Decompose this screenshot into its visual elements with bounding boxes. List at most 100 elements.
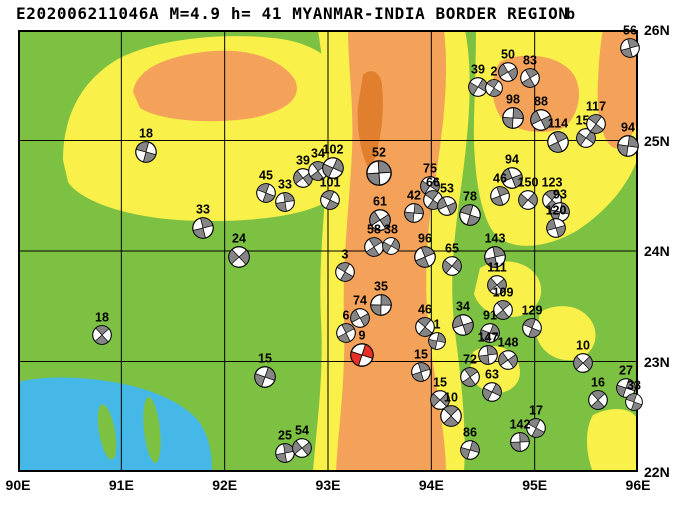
event-depth-label: 35 [374,279,388,294]
focal-mechanism-beachball [437,196,457,221]
focal-mechanism-beachball [526,418,546,443]
focal-mechanism-beachball [478,345,498,370]
focal-mechanism-beachball [452,314,474,341]
focal-mechanism-beachball [293,168,313,193]
event-depth-label: 46 [493,171,507,186]
focal-mechanism-beachball [576,128,596,153]
focal-mechanism-beachball [546,218,566,243]
event-depth-label: 98 [506,92,520,107]
event-depth-label: 61 [373,194,387,209]
event-depth-label: 143 [484,231,506,246]
event-depth-label: 123 [541,175,563,190]
focal-mechanism-beachball [502,107,524,134]
lat-tick-label: 24N [644,243,670,259]
event-depth-label: 46 [418,302,432,317]
event-depth-label: 63 [485,367,499,382]
focal-mechanism-beachball [415,317,435,342]
map-border [18,30,638,472]
focal-mechanism-beachball [530,109,552,136]
lat-tick-label: 22N [644,464,670,480]
focal-mechanism-beachball [135,141,157,168]
event-depth-label: 33 [196,202,210,217]
event-depth-label: 15 [258,351,272,366]
event-depth-label: 91 [483,308,497,323]
lon-tick-label: 95E [522,477,548,493]
event-depth-label: 114 [547,116,569,131]
focal-mechanism-beachball [460,367,480,392]
focal-mechanism-beachball [468,77,488,102]
event-depth-label: 117 [585,99,607,114]
lat-tick-label: 23N [644,353,670,370]
focal-mechanism-beachball [440,405,462,432]
focal-mechanism-beachball [617,135,639,162]
event-depth-label: 18 [139,126,153,141]
focal-mechanism-beachball [335,262,355,287]
event-depth-label: 45 [259,168,273,183]
event-depth-label: 94 [621,120,635,135]
event-depth-label: 34 [456,299,470,314]
focal-mechanism-beachball [366,160,392,191]
focal-mechanism-beachball [430,390,450,415]
focal-mechanism-beachball [292,438,312,463]
event-depth-label: 142 [509,417,531,432]
event-depth-label: 109 [492,285,514,300]
focal-mechanism-beachball [482,382,502,407]
event-depth-label: 9 [358,328,366,343]
event-depth-label: 101 [319,175,341,190]
focal-mechanism-beachball [547,131,569,158]
event-depth-label: 148 [497,335,519,350]
northeast-corner-mountains [597,30,638,149]
event-depth-label: 78 [463,189,477,204]
event-depth-label: 39 [471,62,485,77]
event-depth-label: 33 [627,378,641,393]
event-depth-label: 24 [232,231,246,246]
east-hill-patch-2 [536,306,596,361]
focal-mechanism-beachball [484,246,506,273]
lon-tick-label: 93E [315,477,341,493]
subplot-letter: b [566,5,576,23]
event-depth-label: 18 [95,310,109,325]
event-depth-label: 150 [517,175,539,190]
focal-mechanism-beachball [498,350,518,375]
event-depth-label: 86 [463,425,477,440]
focal-mechanism-beachball [382,237,400,260]
map-area: 18 33 24 18 15 45 33 39 34 102 101 52 61 58 38 3 35 74 6 75… [18,24,643,472]
focal-mechanism-beachball [228,246,250,273]
focal-mechanism-beachball [493,300,513,325]
focal-mechanism-beachball [320,190,340,215]
focal-mechanism-beachball [586,114,606,139]
focal-mechanism-beachball [92,325,112,350]
focal-mechanism-beachball [485,79,503,102]
focal-mechanism-beachball [501,167,523,194]
focal-mechanism-beachball [411,362,431,387]
focal-mechanism-beachball [364,237,384,262]
island-1 [97,404,117,460]
focal-mechanism-beachball [442,256,462,281]
beachball-layer: 18 33 24 18 15 45 33 39 34 102 101 52 61 58 38 3 35 74 6 75… [18,24,643,472]
event-depth-label: 33 [278,177,292,192]
focal-mechanism-beachball [510,432,530,457]
event-depth-label: 74 [353,293,367,308]
event-depth-label: 16 [591,375,605,390]
event-depth-label: 50 [501,47,515,62]
event-depth-label: 65 [445,241,459,256]
event-depth-label: 27 [619,363,633,378]
figure-title: E202006211046A M=4.9 h= 41 MYANMAR-INDIA… [16,4,569,23]
focal-mechanism-beachball [480,323,500,348]
central-range-peak [357,71,383,170]
focal-mechanism-beachball [404,203,424,228]
focal-mechanism-beachball [616,378,636,403]
event-depth-label: 38 [384,222,398,237]
event-depth-label: 2 [490,64,498,79]
focal-mechanism-beachball [520,68,540,93]
lat-tick-label: 25N [644,132,670,149]
northwest-mountain-region [133,50,297,122]
event-depth-label: 102 [322,142,344,157]
event-depth-label: 52 [372,145,386,160]
event-depth-label: 93 [553,187,567,202]
event-depth-label: 96 [418,231,432,246]
focal-mechanism-beachball [459,204,481,231]
event-depth-label: 53 [440,181,454,196]
event-depth-label: 72 [463,352,477,367]
lon-tick-label: 96E [625,477,651,493]
